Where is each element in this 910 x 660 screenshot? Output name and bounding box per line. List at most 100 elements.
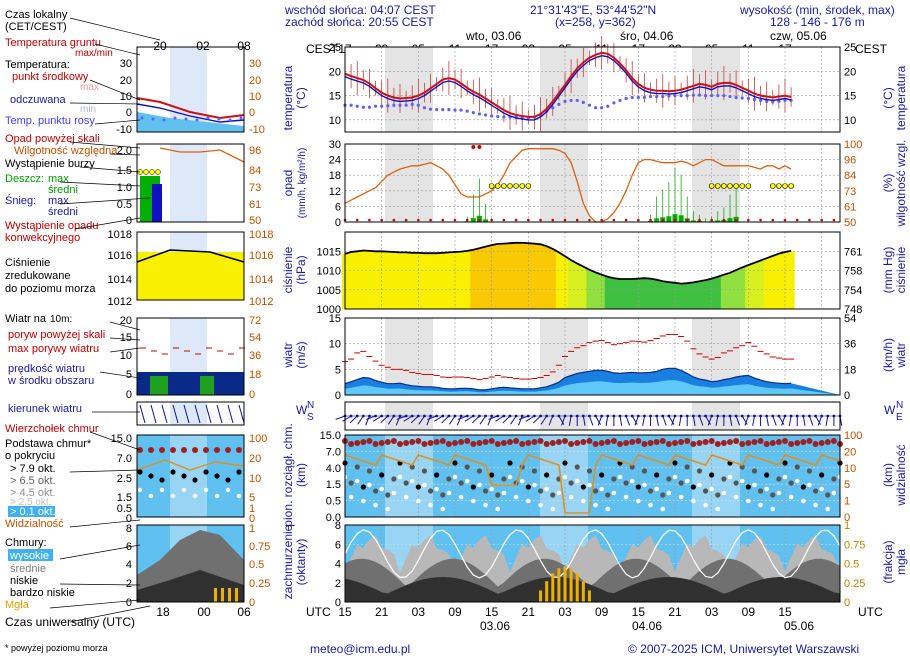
storm-marker	[501, 183, 507, 189]
conv-dot	[685, 218, 689, 222]
wind-dir-head	[349, 414, 353, 418]
mini-ytick-label-r: 20	[249, 453, 261, 465]
mini-precip-night-band	[170, 144, 207, 222]
cloud-base-dot-low	[422, 482, 427, 488]
pres-ytick-label-r: 754	[844, 285, 862, 297]
cloud-base-dot-low	[739, 478, 745, 484]
wind-dir-head	[429, 414, 432, 418]
mini-cloud-base-low	[181, 487, 187, 493]
compass: W N S W N E	[296, 400, 903, 423]
pressure-column	[720, 274, 728, 309]
mini-dew-dot	[140, 116, 144, 120]
vis-ytick-label: 10	[844, 463, 856, 475]
cloud-top-dot	[830, 438, 837, 444]
temp-ytick-label: 20	[329, 66, 341, 78]
cloud-top-dot	[763, 441, 770, 447]
dew-point-dot	[349, 103, 353, 107]
conv-dot	[355, 218, 359, 222]
cloud-base-dot	[654, 472, 660, 478]
utc-tick-label: 21	[522, 605, 536, 619]
cloud-base-dot-low	[458, 494, 464, 500]
dew-point-dot	[685, 93, 689, 98]
mini-ytick-label: 15	[120, 332, 132, 344]
legend-humidity: Wilgotność względna	[14, 145, 118, 157]
storm-marker	[708, 183, 715, 189]
prec-ytick-label: 12	[329, 186, 341, 198]
conv-dot	[575, 218, 579, 222]
fog-bar	[575, 573, 579, 602]
mini-dir-border	[136, 401, 245, 426]
utc-left-label: UTC	[306, 605, 331, 619]
cloud-high-line	[344, 529, 841, 579]
mini-fog-bar	[235, 588, 238, 602]
dew-point-dot	[581, 100, 585, 104]
legend-wind-10m: Wiatr na	[5, 313, 47, 325]
mini-cloud-base-low	[159, 487, 165, 493]
pressure-column	[769, 255, 777, 309]
pressure-column	[427, 253, 435, 309]
dew-point-dot	[630, 95, 634, 100]
wind-dir-arrow	[456, 415, 462, 426]
wind-dir-arrow	[625, 415, 631, 426]
mini-ytick-label-r: 84	[249, 165, 261, 177]
cloud-base-dot-low	[684, 478, 690, 484]
mini-cloud-top-dot	[148, 447, 154, 453]
wind-dir-arrow	[707, 415, 713, 426]
cloud-top-dot	[482, 439, 489, 445]
mini-dir-arrow	[205, 404, 212, 424]
fog-bar	[551, 573, 555, 602]
cloud-panel-border	[344, 434, 841, 518]
pressure-column	[409, 252, 416, 309]
mini-ytick-label: 0	[126, 107, 132, 119]
wind-dir-head	[539, 414, 542, 418]
pressure-column	[610, 278, 618, 309]
cloud-top-dot	[452, 440, 458, 446]
fog-ytick-label: 0.25	[844, 578, 865, 590]
temp-panel-border	[344, 46, 841, 133]
legend-pointer-line	[59, 181, 141, 187]
dew-point-dot	[355, 104, 359, 108]
mini-dew-dot	[195, 118, 199, 122]
wind-dir-arrow	[533, 415, 541, 424]
wind-dir-arrow	[815, 415, 821, 425]
cloud-base-dot	[421, 468, 428, 474]
cloud-top-dot	[360, 439, 367, 445]
mini-cloud-base-low	[148, 493, 154, 499]
conv-dot	[441, 218, 445, 222]
compass-w-left: W	[296, 403, 308, 417]
storm-marker	[745, 183, 752, 189]
cloud-base-dot	[531, 468, 538, 474]
legend-ground-temp-2: max/min	[75, 48, 113, 59]
dew-point-dot	[600, 106, 604, 110]
grid-text: (x=258, y=362)	[555, 15, 636, 29]
mini-dew-dot	[206, 116, 210, 120]
legend-snow: Śnieg:	[5, 194, 36, 207]
cloud-base-dot	[666, 476, 672, 482]
cloud-base-dot-low	[611, 490, 617, 496]
wind-mean-line	[344, 367, 792, 391]
dew-point-dot	[710, 93, 714, 98]
dew-point-dot	[551, 106, 555, 110]
cloud-top-dot	[439, 438, 446, 444]
mini-utc-tick: 18	[156, 605, 170, 619]
mini-ytick-label-r: 0	[249, 107, 255, 119]
pres-ytick-label-r: 761	[844, 246, 862, 258]
cloud-top-dot	[390, 438, 397, 444]
wind-dir-head	[386, 414, 390, 418]
pressure-column	[671, 282, 679, 309]
pressure-column	[733, 270, 740, 309]
cloud-base-dot	[550, 492, 556, 498]
wind-dir-head	[630, 414, 634, 418]
mini-dir-arrow	[150, 404, 157, 424]
email-link[interactable]: meteo@icm.edu.pl	[310, 642, 410, 656]
mini-dew-dot	[228, 118, 232, 122]
wind-dir-arrow	[357, 415, 364, 425]
wind-dir-arrow	[656, 415, 659, 426]
cloud-top-dot	[568, 441, 575, 447]
pressure-column	[403, 252, 410, 309]
cloud-night-band	[692, 435, 740, 517]
conv-dot	[368, 218, 371, 222]
mini-dew-dot	[217, 117, 221, 121]
storm-marker	[733, 183, 739, 189]
